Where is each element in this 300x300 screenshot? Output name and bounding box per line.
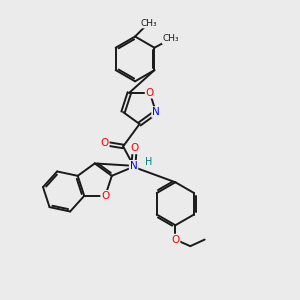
Text: O: O <box>171 235 179 244</box>
Text: N: N <box>130 161 137 171</box>
Text: O: O <box>100 138 109 148</box>
Text: N: N <box>152 107 160 117</box>
Text: O: O <box>146 88 154 98</box>
Text: O: O <box>101 191 110 201</box>
Text: CH₃: CH₃ <box>140 19 157 28</box>
Text: CH₃: CH₃ <box>163 34 179 43</box>
Text: O: O <box>131 143 139 153</box>
Text: H: H <box>145 157 152 167</box>
